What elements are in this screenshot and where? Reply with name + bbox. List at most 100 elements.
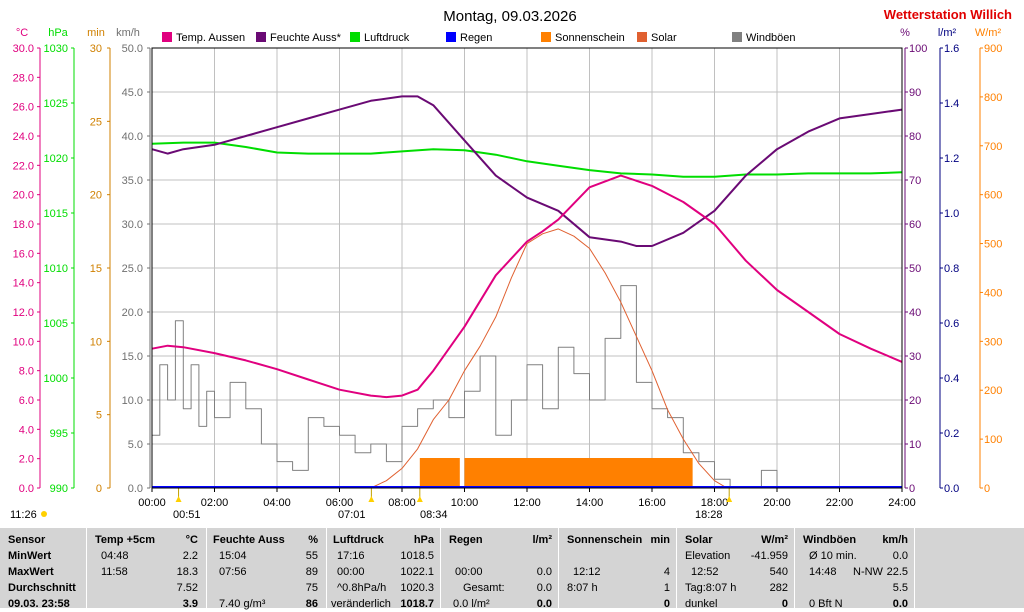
rain-total-label: Gesamt: xyxy=(463,582,505,594)
pressure-line xyxy=(151,141,903,178)
humidity-min-time: 15:04 xyxy=(219,550,247,562)
legend-swatch xyxy=(732,32,742,42)
solar-tick-label: 300 xyxy=(984,336,1002,348)
sunshine-current-value: 0 xyxy=(663,598,670,610)
temp-tick-label: 2.0 xyxy=(19,454,34,466)
temp-tick-label: 10.0 xyxy=(13,336,34,348)
pressure-tick-label: 1015 xyxy=(44,208,68,220)
solar-unit: W/m² xyxy=(761,534,788,546)
sunshine-unit-label: min xyxy=(87,27,105,39)
sunshine-max-value: 4 xyxy=(663,566,670,578)
pressure-tick-label: 1030 xyxy=(44,43,68,55)
temp-avg-value: 7.52 xyxy=(176,582,198,594)
humidity-column: Feuchte Auss% 15:04 55 07:56 89 75 7.40 g/… xyxy=(206,528,326,610)
humidity-tick-label: 80 xyxy=(909,131,921,143)
rain-unit-label: l/m² xyxy=(938,27,957,39)
humidity-header: Feuchte Auss xyxy=(213,534,285,546)
sunshine-bar xyxy=(464,458,693,488)
rain-current-value: 0.0 xyxy=(536,598,552,610)
pressure-max-time: 00:00 xyxy=(337,566,365,578)
solar-tick-label: 500 xyxy=(984,239,1002,251)
wind-tick-label: 35.0 xyxy=(122,175,143,187)
pressure-tick-label: 1020 xyxy=(44,153,68,165)
legend-item: Regen xyxy=(446,32,492,44)
chart-series xyxy=(151,95,903,489)
humidity-tick-label: 10 xyxy=(909,439,921,451)
sunshine-tick-label: 0 xyxy=(96,483,102,495)
rain-tick-label: 1.2 xyxy=(944,153,959,165)
wind-max-direction: N-NW xyxy=(853,566,883,578)
sun-event-icon xyxy=(726,496,733,502)
temp-tick-label: 22.0 xyxy=(13,160,34,172)
time-markers: 11:26 00:51 07:01 08:34 18:28 xyxy=(10,488,733,521)
temp-tick-label: 14.0 xyxy=(13,278,34,290)
solar-unit-label: W/m² xyxy=(975,27,1002,39)
wind-tick-label: 30.0 xyxy=(122,219,143,231)
rain-tick-label: 0.8 xyxy=(944,263,959,275)
x-tick-label: 06:00 xyxy=(326,497,354,509)
temp-tick-label: 0.0 xyxy=(19,483,34,495)
humidity-tick-label: 40 xyxy=(909,307,921,319)
x-tick-label: 16:00 xyxy=(638,497,666,509)
x-tick-label: 24:00 xyxy=(888,497,916,509)
wind-max-time: 14:48 xyxy=(809,566,837,578)
table-spacer xyxy=(914,528,1024,608)
solar-max-time: 12:52 xyxy=(691,566,719,578)
station-name: Wetterstation Willich xyxy=(884,7,1012,22)
wind-header: Windböen xyxy=(803,534,857,546)
chart-grid xyxy=(152,48,902,488)
solar-column: Solar W/m² Elevation -41.959 12:52 540 Tag:… xyxy=(676,528,794,610)
humidity-avg-value: 75 xyxy=(305,582,318,594)
pressure-tick-label: 995 xyxy=(50,428,68,440)
pressure-tick-label: 1010 xyxy=(44,263,68,275)
pressure-max-value: 1022.1 xyxy=(400,566,434,578)
sensor-column: Sensor MinWert MaxWert Durchschnitt 09.0… xyxy=(0,528,86,610)
solar-tick-label: 800 xyxy=(984,92,1002,104)
wind-column: Windböen km/h Ø 10 min. 0.0 14:48 N-NW 22.5 … xyxy=(794,528,914,610)
sunshine-bar xyxy=(419,458,460,488)
chart-title: Montag, 09.03.2026 xyxy=(443,8,576,25)
x-tick-label: 18:00 xyxy=(701,497,729,509)
sun-event-icon xyxy=(416,496,423,502)
wind-unit-label: km/h xyxy=(116,27,140,39)
legend-item: Solar xyxy=(637,32,677,44)
row-label-current: 09.03. 23:58 xyxy=(8,598,70,610)
pressure-header: Luftdruck xyxy=(333,534,384,546)
legend-item: Feuchte Auss* xyxy=(256,32,342,44)
humidity-tick-label: 30 xyxy=(909,351,921,363)
humidity-tick-label: 90 xyxy=(909,87,921,99)
temp-header: Temp +5cm xyxy=(95,534,156,546)
sensor-header: Sensor xyxy=(8,534,46,546)
temp-tick-label: 8.0 xyxy=(19,366,34,378)
wind-tick-label: 50.0 xyxy=(122,43,143,55)
temp-tick-label: 28.0 xyxy=(13,72,34,84)
legend-label: Feuchte Auss* xyxy=(270,32,342,44)
legend-item: Temp. Aussen xyxy=(162,32,245,44)
plot-frame xyxy=(151,47,903,489)
humidity-tick-label: 60 xyxy=(909,219,921,231)
legend-item: Windböen xyxy=(732,32,796,44)
rain-tick-label: 0.6 xyxy=(944,318,959,330)
x-tick-label: 02:00 xyxy=(201,497,229,509)
sunshine-max-time: 12:12 xyxy=(573,566,601,578)
legend-swatch xyxy=(446,32,456,42)
x-tick-label: 10:00 xyxy=(451,497,479,509)
solar-line xyxy=(370,228,728,489)
legend-label: Regen xyxy=(460,32,492,44)
humidity-unit: % xyxy=(308,534,318,546)
row-label-max: MaxWert xyxy=(8,566,54,578)
pressure-tick-label: 1005 xyxy=(44,318,68,330)
humidity-line xyxy=(151,95,903,247)
humidity-max-time: 07:56 xyxy=(219,566,247,578)
temp-current-value: 3.9 xyxy=(182,598,198,610)
rain-tick-label: 1.6 xyxy=(944,43,959,55)
stats-table: Sensor MinWert MaxWert Durchschnitt 09.0… xyxy=(0,528,1024,610)
solar-tick-label: 400 xyxy=(984,287,1002,299)
temp-min-value: 2.2 xyxy=(182,550,198,562)
temp-tick-label: 30.0 xyxy=(13,43,34,55)
legend-swatch xyxy=(350,32,360,42)
temp-tick-label: 4.0 xyxy=(19,424,34,436)
sunshine-column: Sonnenschein min 12:12 4 8:07 h 1 0 xyxy=(558,528,676,610)
chart-legend: Temp. Aussen Feuchte Auss* Luftdruck Regen S… xyxy=(162,32,796,44)
legend-swatch xyxy=(162,32,172,42)
